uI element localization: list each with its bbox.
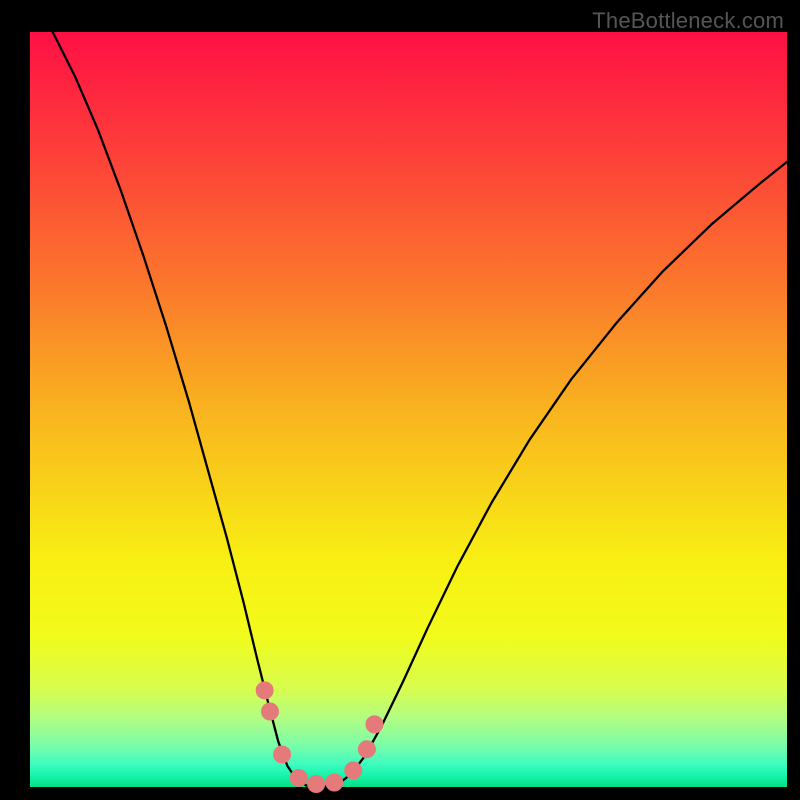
watermark-text: TheBottleneck.com <box>592 8 784 34</box>
plot-area <box>30 32 787 787</box>
